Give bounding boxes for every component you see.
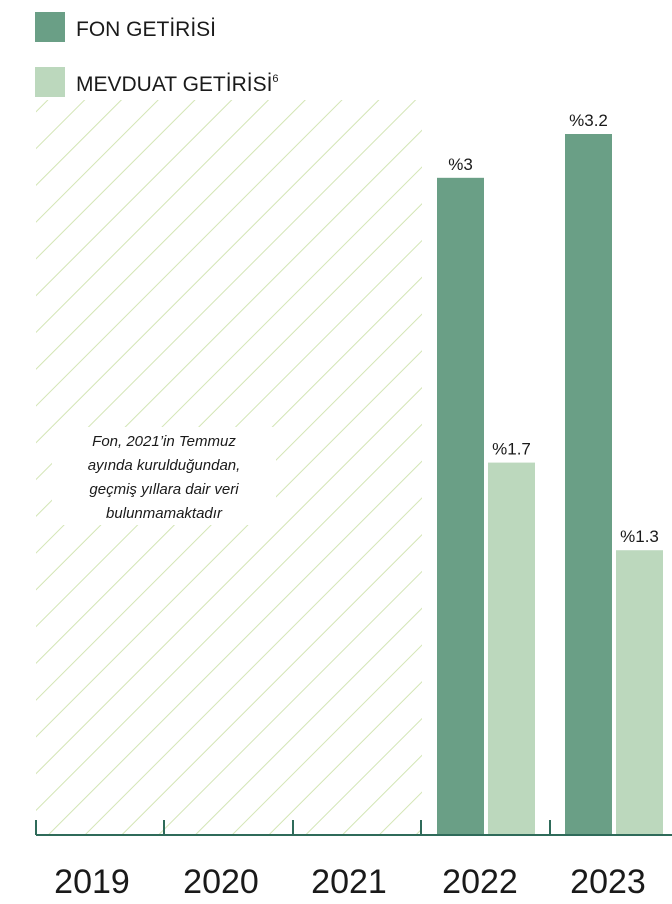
note-line-3: geçmiş yıllara dair veri <box>89 481 239 498</box>
value-label-mevduat-2023: %1.3 <box>620 527 659 546</box>
legend-swatch-mevduat <box>35 67 65 97</box>
legend-label-fon: FON GETİRİSİ <box>76 18 216 41</box>
no-data-note: Fon, 2021’in Temmuz ayında kurulduğundan… <box>52 427 276 525</box>
note-line-2: ayında kurulduğundan, <box>88 457 241 474</box>
value-label-fon-2023: %3.2 <box>569 111 608 130</box>
x-tick-label-2022: 2022 <box>442 863 518 901</box>
note-line-1: Fon, 2021’in Temmuz <box>92 433 236 450</box>
legend-swatch-fon <box>35 12 65 42</box>
legend-label-mevduat: MEVDUAT GETİRİSİ6 <box>76 73 279 96</box>
value-label-mevduat-2022: %1.7 <box>492 440 531 459</box>
legend-footnote-marker: 6 <box>272 73 278 85</box>
note-background <box>52 427 276 525</box>
x-tick-label-2020: 2020 <box>183 863 259 901</box>
value-label-fon-2022: %3 <box>448 155 473 174</box>
x-tick-label-2023: 2023 <box>570 863 646 901</box>
note-line-4: bulunmamaktadır <box>106 505 223 522</box>
x-tick-label-2021: 2021 <box>311 863 387 901</box>
x-axis <box>35 820 672 836</box>
bar-fon-2022 <box>437 177 484 835</box>
bar-mevduat-2022 <box>488 462 535 835</box>
x-tick-label-2019: 2019 <box>54 863 130 901</box>
bar-fon-2023 <box>565 134 612 835</box>
legend-label-mevduat-text: MEVDUAT GETİRİSİ <box>76 73 272 96</box>
bar-mevduat-2023 <box>616 550 663 835</box>
legend: FON GETİRİSİ MEVDUAT GETİRİSİ6 <box>35 12 279 97</box>
